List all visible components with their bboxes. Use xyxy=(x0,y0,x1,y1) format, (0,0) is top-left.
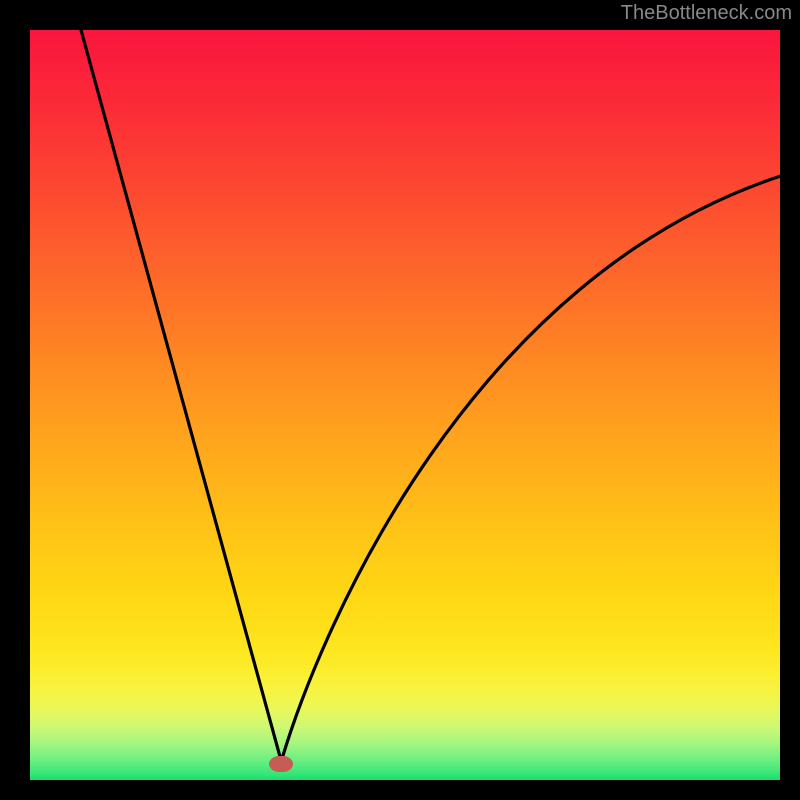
plot-area xyxy=(30,30,780,780)
minimum-marker xyxy=(269,756,293,772)
chart-container: TheBottleneck.com xyxy=(0,0,800,800)
gradient-background xyxy=(30,30,780,780)
watermark-text: TheBottleneck.com xyxy=(621,2,792,25)
chart-svg xyxy=(30,30,780,780)
